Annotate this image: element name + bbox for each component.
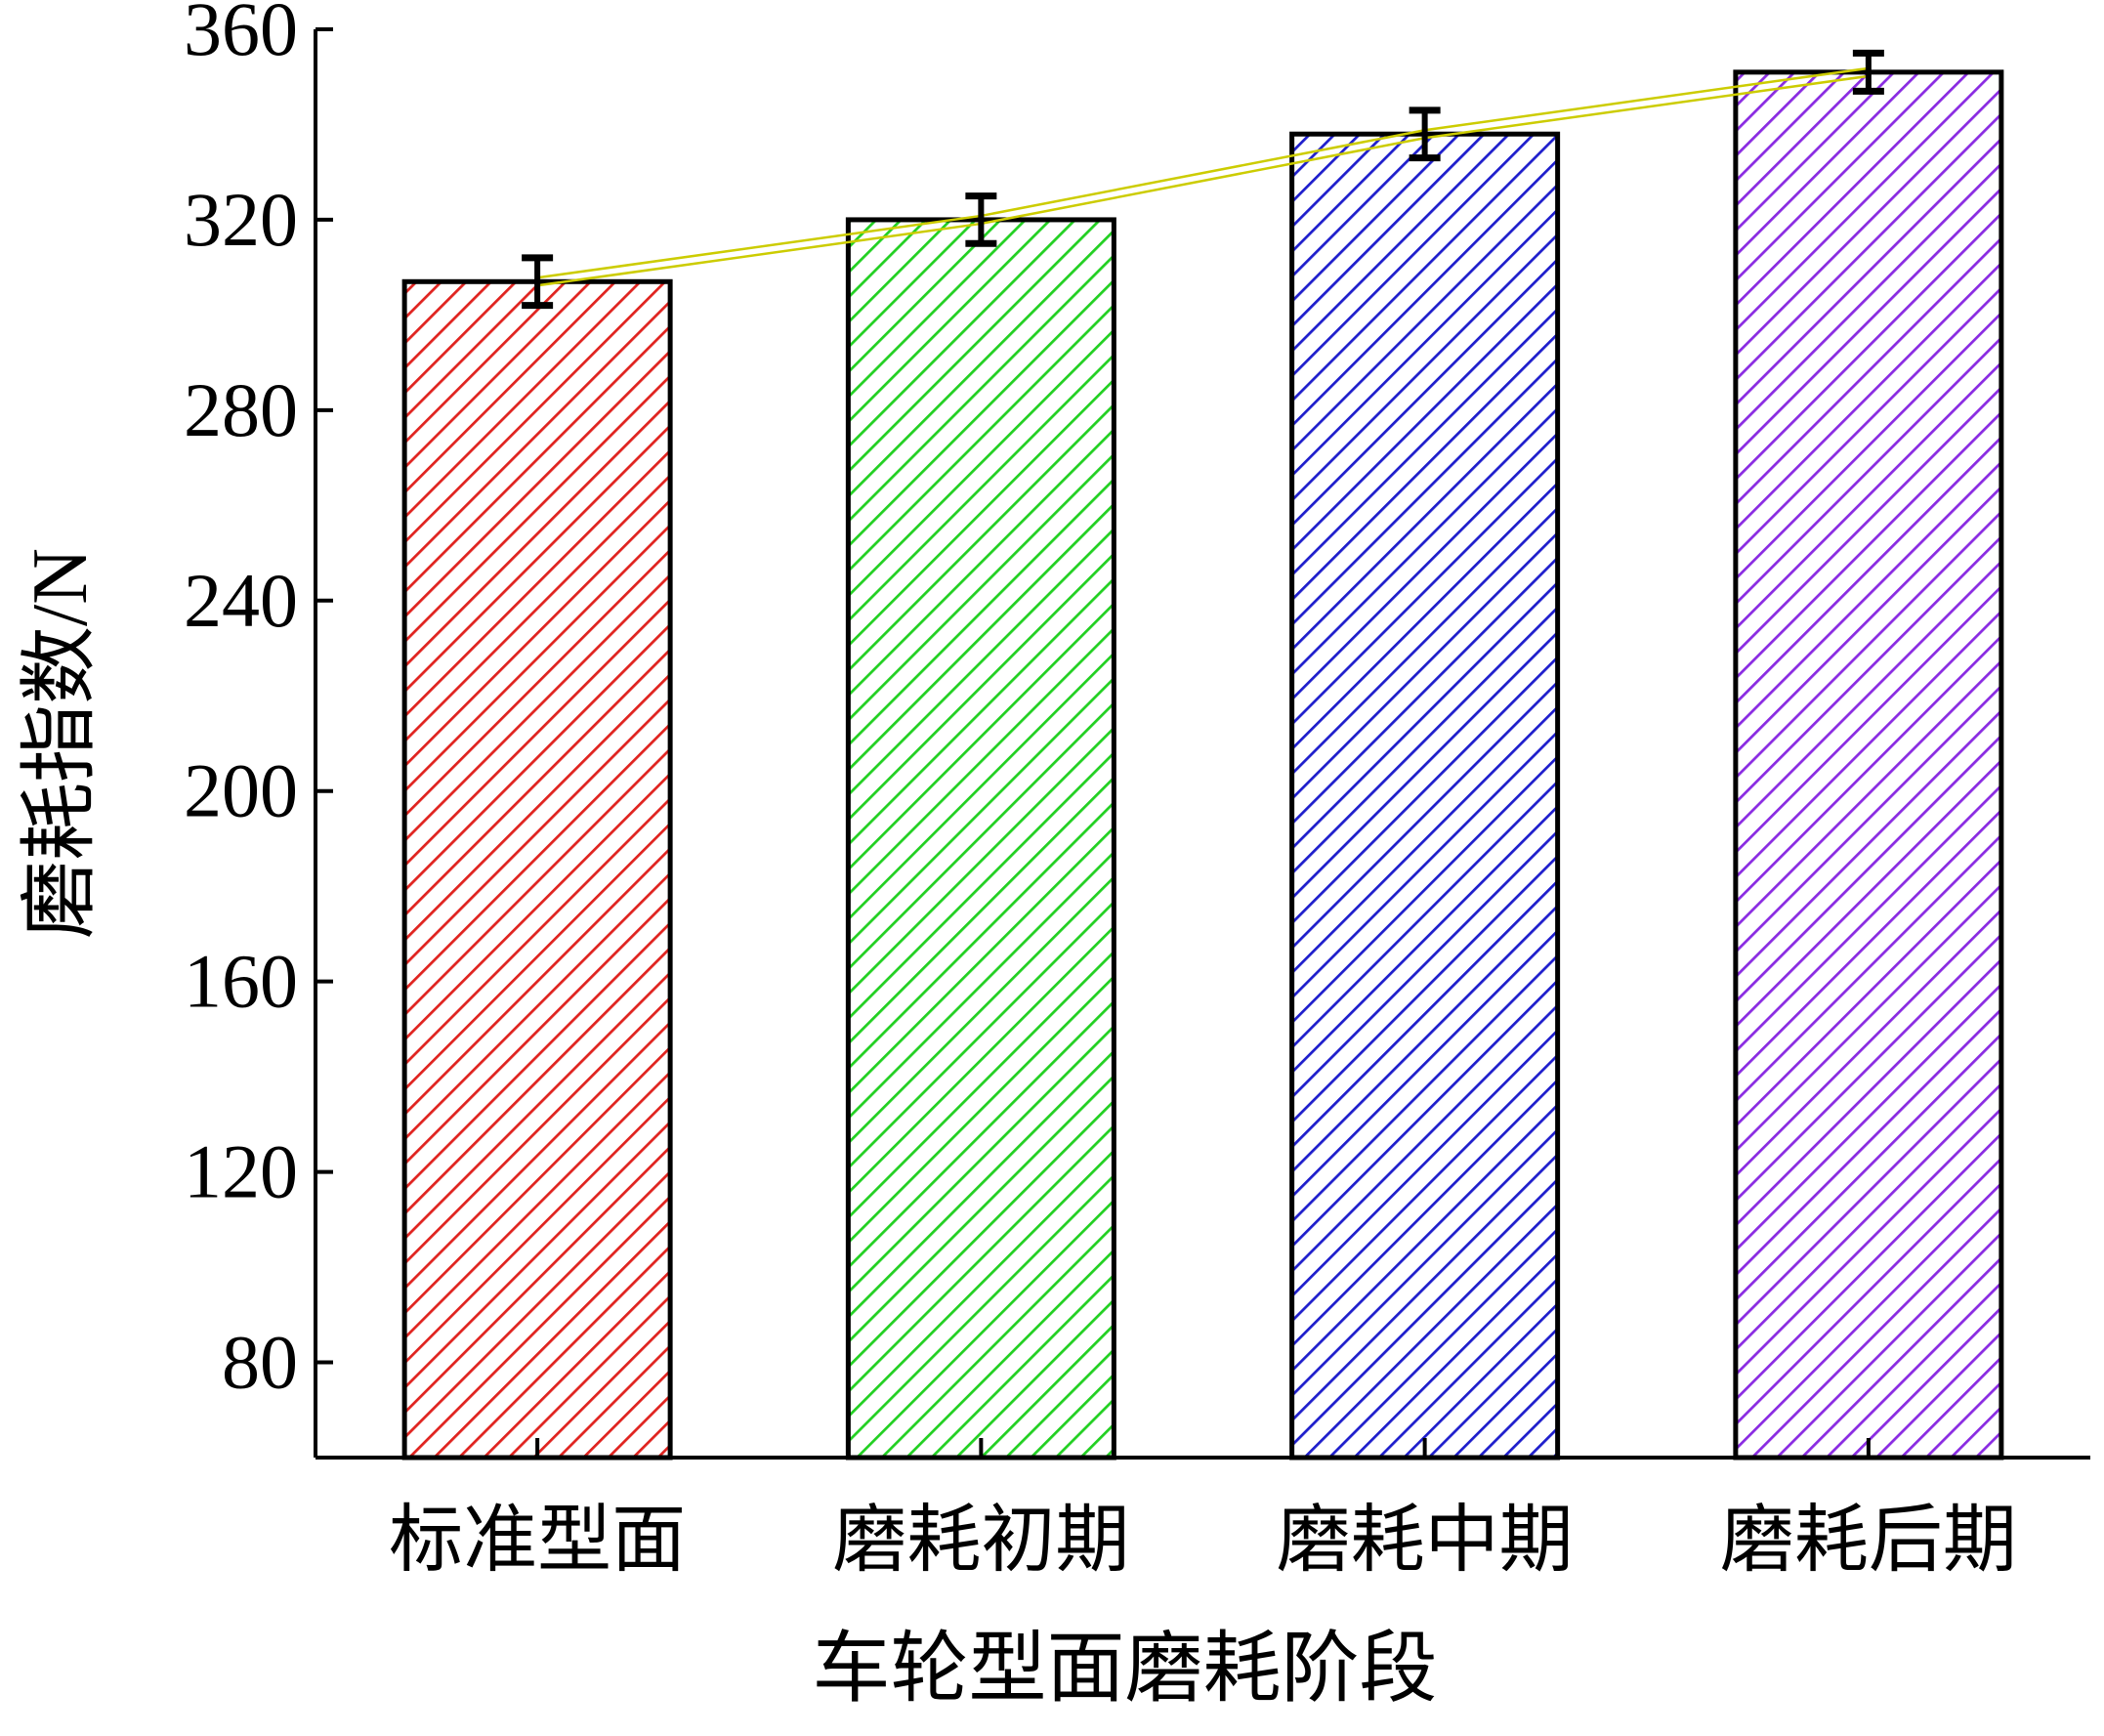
y-tick-label-120: 120: [184, 1129, 298, 1214]
y-tick-label-160: 160: [184, 939, 298, 1024]
bar-4: [1733, 69, 2004, 1461]
trend-layer: [536, 66, 1870, 287]
y-tick-label-240: 240: [184, 558, 298, 643]
bar-1: [401, 278, 673, 1461]
trend-segment-lower-2: [981, 136, 1425, 226]
trend-segment-lower-3: [1424, 74, 1870, 140]
error-bar-1: [522, 254, 554, 310]
trend-segment-upper-3: [1424, 66, 1870, 132]
bar-3: [1289, 131, 1561, 1461]
error-bar-4: [1852, 49, 1884, 95]
y-tick-label-80: 80: [222, 1320, 298, 1405]
x-tick-label-1: 标准型面: [389, 1500, 686, 1582]
trend-segment-upper-2: [981, 128, 1425, 218]
trend-segment-upper-1: [536, 214, 982, 279]
x-axis-title: 车轮型面磨耗阶段: [813, 1627, 1438, 1713]
trend-segment-lower-1: [536, 222, 982, 287]
error-bars-layer: [522, 49, 1884, 310]
y-axis-title: 磨耗指数/N: [18, 548, 104, 939]
labels-layer: 车轮型面磨耗阶段 磨耗指数/N: [18, 548, 1438, 1713]
y-tick-label-200: 200: [184, 748, 298, 833]
axes-layer: 80 120 160 200 240 280 320 360 标准型面 磨耗初期 磨耗中期 磨耗后期: [184, 0, 2090, 1582]
x-tick-label-4: 磨耗后期: [1720, 1500, 2017, 1582]
y-tick-label-280: 280: [184, 367, 298, 452]
y-tick-label-360: 360: [184, 0, 298, 71]
bar-2: [845, 217, 1116, 1461]
x-tick-label-3: 磨耗中期: [1277, 1500, 1574, 1582]
y-tick-label-320: 320: [184, 177, 298, 262]
bars-layer: [401, 69, 2004, 1461]
error-bar-2: [965, 192, 997, 247]
error-bar-3: [1409, 106, 1441, 162]
x-tick-label-2: 磨耗初期: [832, 1500, 1129, 1582]
